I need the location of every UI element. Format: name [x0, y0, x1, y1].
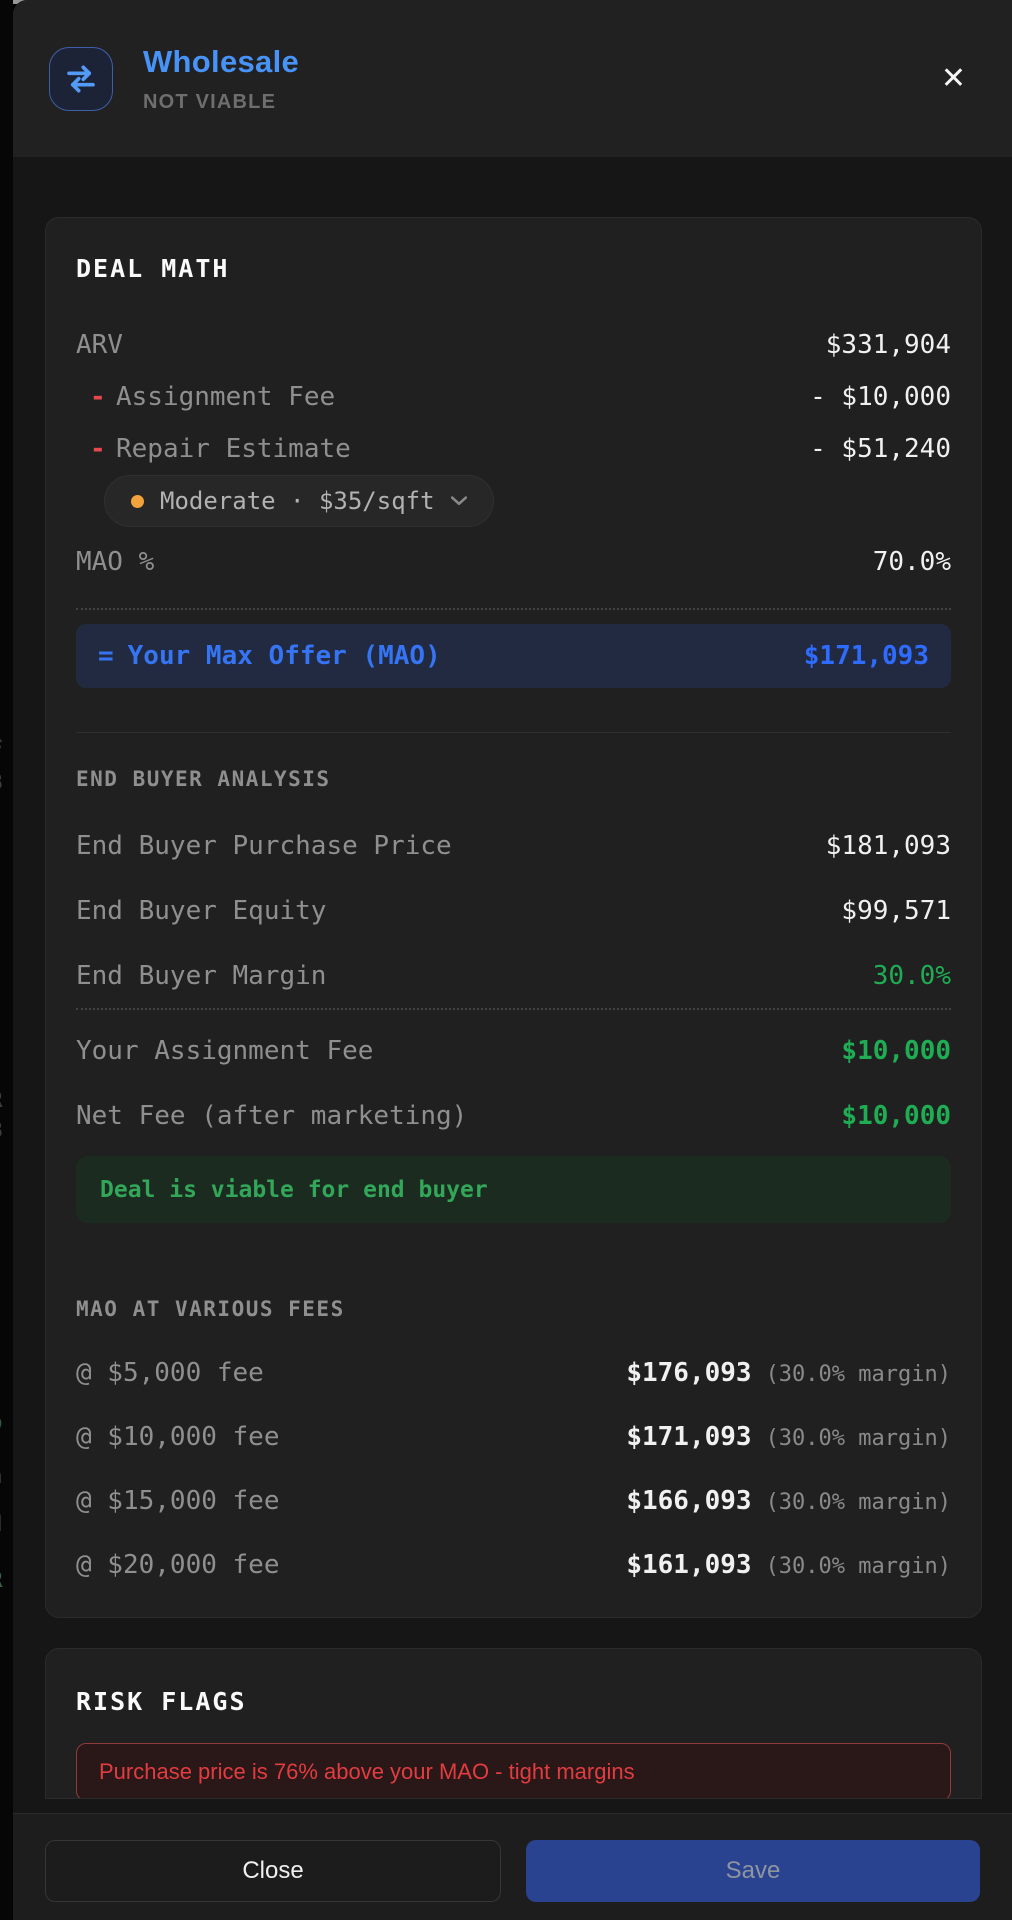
- chevron-down-icon: [450, 496, 467, 506]
- risk-flag-text: Purchase price is 76% above your MAO - t…: [99, 1759, 635, 1784]
- deal-math-rows: ARV $331,904 - Assignment Fee - $10,000 …: [76, 319, 951, 475]
- max-offer-label: = Your Max Offer (MAO): [98, 641, 441, 671]
- clipped-text-fragment: B: [0, 770, 13, 794]
- close-button[interactable]: Close: [45, 1840, 501, 1902]
- margin-note: (30.0% margin): [765, 1426, 951, 1451]
- row-value: - $51,240: [810, 434, 951, 464]
- viable-status-banner: Deal is viable for end buyer: [76, 1156, 951, 1223]
- row-label: @ $15,000 fee: [76, 1486, 280, 1516]
- underlying-page-strip: F B R B p h d R: [0, 0, 13, 1920]
- clipped-text-fragment: B: [0, 1118, 13, 1142]
- row-label: End Buyer Margin: [76, 960, 327, 991]
- risk-flags-card: RISK FLAGS Purchase price is 76% above y…: [45, 1648, 982, 1799]
- clipped-text-fragment: R: [0, 1568, 13, 1592]
- max-offer-value: $171,093: [803, 641, 929, 671]
- row-label: @ $10,000 fee: [76, 1422, 280, 1452]
- row-value: 30.0%: [872, 960, 951, 991]
- row-label: ARV: [76, 330, 123, 360]
- row-label: Net Fee (after marketing): [76, 1100, 468, 1131]
- max-offer-highlight-row: = Your Max Offer (MAO) $171,093: [76, 624, 951, 688]
- row-end-buyer-margin: End Buyer Margin 30.0%: [76, 943, 951, 1008]
- status-badge: NOT VIABLE: [143, 90, 277, 113]
- row-value: $10,000: [841, 1035, 951, 1066]
- row-value: - $10,000: [810, 382, 951, 412]
- row-your-assignment-fee: Your Assignment Fee $10,000: [76, 1018, 951, 1083]
- row-label: Your Assignment Fee: [76, 1035, 374, 1066]
- wholesale-strategy-modal: Wholesale NOT VIABLE ✕ DEAL MATH ARV $33…: [13, 0, 1012, 1920]
- row-label: Assignment Fee: [116, 382, 336, 412]
- row-mao-fee-15000: @ $15,000 fee $166,093 (30.0% margin): [76, 1469, 951, 1533]
- repair-level-dropdown[interactable]: Moderate · $35/sqft: [104, 475, 494, 527]
- row-value: $176,093: [626, 1358, 752, 1388]
- row-value-group: $161,093 (30.0% margin): [626, 1550, 951, 1580]
- repair-level-label: Moderate · $35/sqft: [160, 487, 435, 515]
- equals-icon: =: [98, 641, 114, 671]
- row-arv: ARV $331,904: [76, 319, 951, 371]
- row-label: End Buyer Equity: [76, 895, 327, 926]
- divider-dotted: [76, 608, 951, 610]
- row-label-group: - Repair Estimate: [76, 434, 351, 464]
- row-end-buyer-equity: End Buyer Equity $99,571: [76, 878, 951, 943]
- row-value-group: $176,093 (30.0% margin): [626, 1358, 951, 1388]
- divider-dotted: [76, 1008, 951, 1010]
- viable-status-text: Deal is viable for end buyer: [100, 1176, 488, 1203]
- row-value-group: $171,093 (30.0% margin): [626, 1422, 951, 1452]
- row-value: $161,093: [626, 1550, 752, 1580]
- severity-dot-icon: [131, 494, 144, 508]
- row-label: MAO %: [76, 547, 155, 577]
- row-assignment-fee: - Assignment Fee - $10,000: [76, 371, 951, 423]
- clipped-text-fragment: h: [0, 1464, 13, 1488]
- modal-body: DEAL MATH ARV $331,904 - Assignment Fee …: [13, 157, 1012, 1813]
- clipped-text-fragment: p: [0, 1410, 13, 1434]
- margin-note: (30.0% margin): [765, 1490, 951, 1515]
- row-mao-fee-10000: @ $10,000 fee $171,093 (30.0% margin): [76, 1405, 951, 1469]
- fee-rows: Your Assignment Fee $10,000 Net Fee (aft…: [76, 1018, 951, 1148]
- row-value: $181,093: [825, 830, 951, 861]
- row-label: @ $20,000 fee: [76, 1550, 280, 1580]
- deal-math-title: DEAL MATH: [76, 254, 230, 283]
- row-value: 70.0%: [872, 547, 951, 577]
- deal-math-card: DEAL MATH ARV $331,904 - Assignment Fee …: [45, 217, 982, 1618]
- modal-footer: Close Save: [13, 1813, 1012, 1920]
- mao-fees-section-title: MAO AT VARIOUS FEES: [76, 1297, 345, 1321]
- mao-fees-rows: @ $5,000 fee $176,093 (30.0% margin) @ $…: [76, 1341, 951, 1597]
- minus-icon: -: [90, 434, 106, 464]
- modal-title: Wholesale: [143, 43, 300, 79]
- risk-flags-title: RISK FLAGS: [76, 1687, 247, 1716]
- header-text: Wholesale NOT VIABLE: [143, 44, 299, 114]
- row-value: $171,093: [626, 1422, 752, 1452]
- row-label: @ $5,000 fee: [76, 1358, 264, 1388]
- row-end-buyer-purchase: End Buyer Purchase Price $181,093: [76, 813, 951, 878]
- row-label-group: - Assignment Fee: [76, 382, 335, 412]
- row-value: $166,093: [626, 1486, 752, 1516]
- row-mao-fee-5000: @ $5,000 fee $176,093 (30.0% margin): [76, 1341, 951, 1405]
- row-label: End Buyer Purchase Price: [76, 830, 452, 861]
- clipped-text-fragment: R: [0, 1088, 13, 1112]
- row-repair-estimate: - Repair Estimate - $51,240: [76, 423, 951, 475]
- swap-arrows-icon: [49, 46, 113, 111]
- minus-icon: -: [90, 382, 106, 412]
- row-label: Repair Estimate: [116, 434, 351, 464]
- end-buyer-section-title: END BUYER ANALYSIS: [76, 767, 331, 791]
- close-icon[interactable]: ✕: [935, 58, 972, 100]
- row-mao-pct: MAO % 70.0%: [76, 536, 951, 588]
- row-value: $331,904: [825, 330, 951, 360]
- clipped-text-fragment: d: [0, 1512, 13, 1536]
- risk-flag-banner: Purchase price is 76% above your MAO - t…: [76, 1743, 951, 1798]
- end-buyer-rows: End Buyer Purchase Price $181,093 End Bu…: [76, 813, 951, 1008]
- margin-note: (30.0% margin): [765, 1554, 951, 1579]
- row-value: $10,000: [841, 1100, 951, 1131]
- save-button[interactable]: Save: [526, 1840, 980, 1902]
- row-mao-fee-20000: @ $20,000 fee $161,093 (30.0% margin): [76, 1533, 951, 1597]
- max-offer-text: Your Max Offer (MAO): [127, 641, 441, 671]
- clipped-text-fragment: F: [0, 736, 13, 760]
- modal-header: Wholesale NOT VIABLE ✕: [13, 0, 1012, 157]
- margin-note: (30.0% margin): [765, 1362, 951, 1387]
- row-value: $99,571: [841, 895, 951, 926]
- row-net-fee: Net Fee (after marketing) $10,000: [76, 1083, 951, 1148]
- row-value-group: $166,093 (30.0% margin): [626, 1486, 951, 1516]
- divider-solid: [76, 732, 951, 733]
